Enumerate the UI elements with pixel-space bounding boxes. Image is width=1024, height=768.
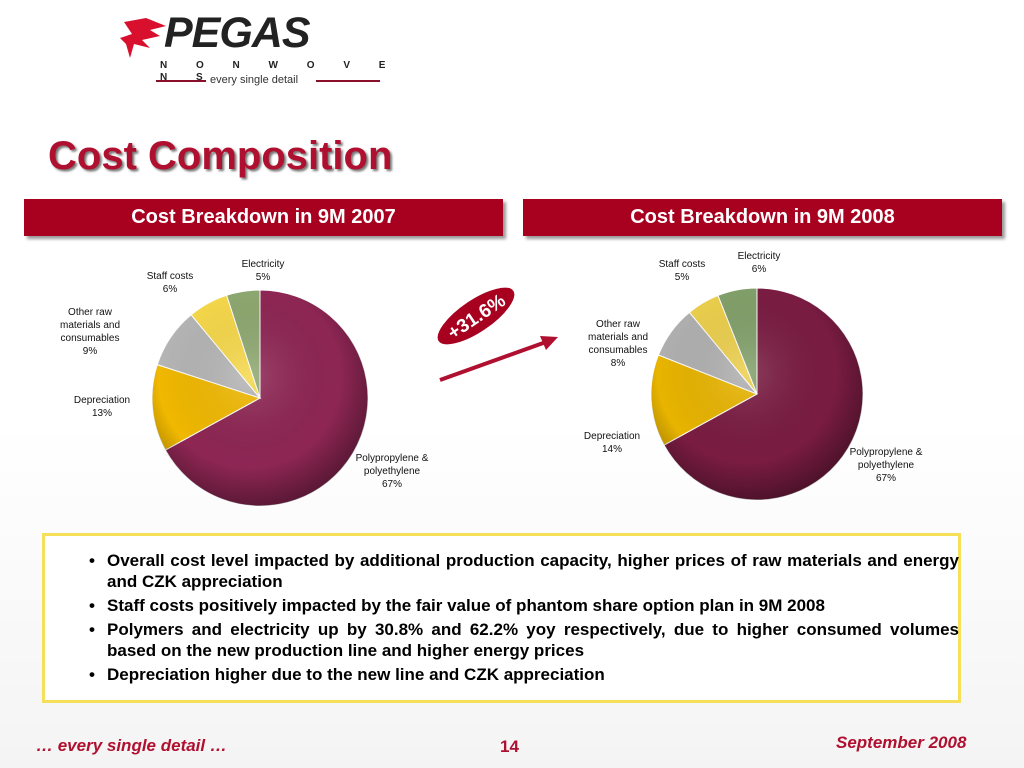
pie-slice-label: Electricity 5% — [213, 258, 313, 284]
pie-slice-value: 9% — [82, 346, 98, 357]
pie-slice-label: Depreciation 14% — [562, 430, 662, 456]
pie-slice-value: 5% — [674, 272, 690, 283]
pie-chart-2008-svg — [650, 287, 864, 501]
footer-tagline: … every single detail … — [36, 736, 227, 755]
pie-slice-value: 6% — [751, 264, 767, 275]
logo-subtitle: N O N W O V E N S — [160, 60, 399, 83]
pie-slice-label: Staff costs 6% — [120, 270, 220, 296]
bullet-item: Overall cost level impacted by additiona… — [89, 550, 959, 592]
logo-wordmark: PEGAS — [164, 9, 311, 57]
pie-slice-label: Electricity 6% — [709, 250, 809, 276]
logo-rule-right — [316, 80, 380, 82]
growth-badge: +31.6% — [435, 285, 517, 347]
bullet-item: Depreciation higher due to the new line … — [89, 664, 959, 685]
page-title: Cost Composition — [48, 134, 393, 178]
pie-chart-2008: Polypropylene & polyethylene 67% Depreciati… — [560, 240, 980, 520]
logo-tagline: every single detail — [210, 74, 299, 86]
pie-slice-value: 13% — [91, 408, 112, 419]
pie-chart-2007-svg — [151, 289, 369, 507]
commentary-list: Overall cost level impacted by additiona… — [89, 550, 959, 688]
panel-heading-2008: Cost Breakdown in 9M 2008 — [523, 199, 1002, 236]
pie-slice-label: Staff costs 5% — [632, 258, 732, 284]
pie-chart-2007: Polypropylene & polyethylene 67% Depreciati… — [60, 240, 480, 520]
pie-slice-label: Depreciation 13% — [52, 394, 152, 420]
pie-slice-label: Polypropylene & polyethylene 67% — [342, 452, 442, 491]
pie-slice-label: Polypropylene & polyethylene 67% — [836, 446, 936, 485]
pie-slice-label: Other raw materials and consumables 8% — [568, 318, 668, 370]
bullet-item: Staff costs positively impacted by the f… — [89, 595, 959, 616]
pegas-logo: PEGAS N O N W O V E N S every single det… — [120, 8, 400, 88]
growth-arrow-icon — [439, 336, 558, 382]
page-number: 14 — [500, 737, 519, 756]
pie-shading — [651, 288, 863, 500]
footer-date: September 2008 — [836, 733, 967, 752]
panel-heading-2007: Cost Breakdown in 9M 2007 — [24, 199, 503, 236]
pie-slice-value: 67% — [875, 473, 896, 484]
bullet-item: Polymers and electricity up by 30.8% and… — [89, 619, 959, 661]
pie-shading — [152, 290, 368, 506]
pie-slice-value: 5% — [255, 272, 271, 283]
pie-slice-label: Other raw materials and consumables 9% — [40, 306, 140, 358]
pie-slice-value: 14% — [601, 444, 622, 455]
pie-slice-value: 67% — [381, 479, 402, 490]
logo-rule-left — [156, 80, 206, 82]
commentary-box: Overall cost level impacted by additiona… — [42, 533, 961, 703]
pegasus-icon — [120, 18, 166, 58]
pie-slice-value: 8% — [610, 358, 626, 369]
pie-slice-value: 6% — [162, 284, 178, 295]
